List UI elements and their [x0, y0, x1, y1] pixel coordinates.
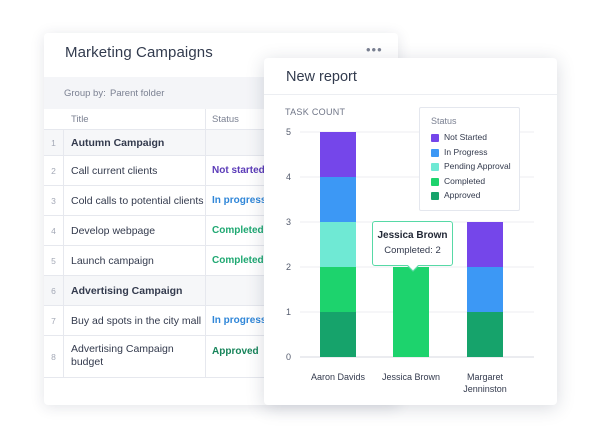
task-title[interactable]: Launch campaign — [71, 255, 154, 267]
table-row[interactable]: 5 Launch campaign Completed — [44, 246, 398, 276]
new-report-panel: New report TASK COUNT 0 1 2 3 4 5 Aaron Davids… — [264, 58, 557, 405]
divider — [264, 94, 557, 95]
row-number: 8 — [51, 352, 56, 362]
x-tick-label: Aaron Davids — [311, 372, 366, 382]
table-row[interactable]: 4 Develop webpage Completed — [44, 216, 398, 246]
bar-segment[interactable] — [467, 267, 503, 312]
legend-swatch — [431, 163, 439, 171]
row-number: 3 — [51, 196, 56, 206]
row-number: 7 — [51, 316, 56, 326]
bar-segment[interactable] — [320, 312, 356, 357]
row-number-cell: 3 — [44, 186, 64, 215]
row-number-cell: 2 — [44, 156, 64, 185]
y-tick-label: 4 — [286, 172, 291, 182]
chart-legend: Status Not Started In Progress Pending App… — [419, 107, 520, 211]
bar-segment[interactable] — [320, 177, 356, 222]
row-number: 6 — [51, 286, 56, 296]
legend-title: Status — [431, 116, 457, 126]
panel-title: Marketing Campaigns — [65, 44, 213, 61]
more-horizontal-icon[interactable]: ••• — [366, 42, 383, 57]
column-header-status[interactable]: Status — [212, 114, 239, 125]
bar-segment[interactable] — [467, 222, 503, 267]
tooltip-name: Jessica Brown — [377, 230, 448, 241]
x-tick-label: Jessica Brown — [382, 372, 440, 382]
chart-label: TASK COUNT — [285, 107, 346, 117]
group-by-label: Group by: — [64, 88, 106, 99]
legend-label: Not Started — [444, 132, 487, 142]
x-tick-label: Margaret — [467, 372, 504, 382]
bar-segment[interactable] — [320, 267, 356, 312]
status-badge[interactable]: Approved — [212, 346, 259, 357]
y-tick-label: 1 — [286, 307, 291, 317]
bar-segment[interactable] — [467, 312, 503, 357]
status-badge[interactable]: In progress — [212, 195, 267, 206]
status-badge[interactable]: Completed — [212, 255, 264, 266]
legend-label: Pending Approval — [444, 161, 511, 171]
row-number-cell: 6 — [44, 276, 64, 305]
legend-label: Completed — [444, 175, 486, 186]
table-row[interactable]: 3 Cold calls to potential clients In progr… — [44, 186, 398, 216]
row-number: 5 — [51, 256, 56, 266]
report-title: New report — [286, 69, 357, 85]
y-tick-label: 3 — [286, 217, 291, 227]
table-row[interactable]: 2 Call current clients Not started — [44, 156, 398, 186]
task-title[interactable]: Autumn Campaign — [71, 137, 165, 149]
task-title[interactable]: Develop webpage — [71, 225, 156, 237]
legend-label: Approved — [444, 190, 481, 200]
row-number-cell: 4 — [44, 216, 64, 245]
tooltip-value: Completed: 2 — [384, 245, 441, 256]
row-number: 4 — [51, 226, 56, 236]
row-number-cell: 5 — [44, 246, 64, 275]
status-badge[interactable]: Not started — [212, 165, 265, 176]
row-number: 1 — [51, 138, 56, 148]
task-title[interactable]: Advertising Campaign budget — [71, 343, 174, 368]
column-header-title[interactable]: Title — [71, 114, 89, 125]
row-number-cell: 8 — [44, 336, 64, 377]
bar-segment[interactable] — [320, 222, 356, 267]
legend-label: In Progress — [444, 146, 488, 157]
panel-header: Marketing Campaigns ••• — [44, 33, 398, 77]
legend-swatch — [431, 192, 439, 200]
y-tick-label: 5 — [286, 127, 291, 137]
bar-segment[interactable] — [393, 267, 429, 357]
task-title[interactable]: Cold calls to potential clients — [71, 195, 204, 207]
row-number-cell: 1 — [44, 130, 64, 155]
bar-segment[interactable] — [320, 132, 356, 177]
legend-swatch — [431, 134, 439, 142]
x-tick-label: Jenninston — [463, 384, 507, 394]
legend-swatch — [431, 148, 439, 157]
chart-tooltip: Jessica Brown Completed: 2 — [372, 221, 453, 272]
task-title[interactable]: Call current clients — [71, 165, 158, 177]
table-header: Title Status — [44, 109, 398, 130]
y-tick-label: 2 — [286, 262, 291, 272]
y-tick-label: 0 — [286, 352, 291, 362]
group-by-value[interactable]: Parent folder — [110, 88, 165, 99]
task-title[interactable]: Buy ad spots in the city mall — [71, 315, 202, 327]
status-badge[interactable]: Completed — [212, 225, 264, 236]
table-row[interactable]: 8 Advertising Campaign budget Approved — [44, 336, 398, 378]
task-title[interactable]: Advertising Campaign — [71, 285, 183, 297]
row-number-cell: 7 — [44, 306, 64, 335]
status-badge[interactable]: In progress — [212, 315, 267, 326]
table-row[interactable]: 7 Buy ad spots in the city mall In progres… — [44, 306, 398, 336]
row-number: 2 — [51, 166, 56, 176]
legend-swatch — [431, 177, 439, 186]
